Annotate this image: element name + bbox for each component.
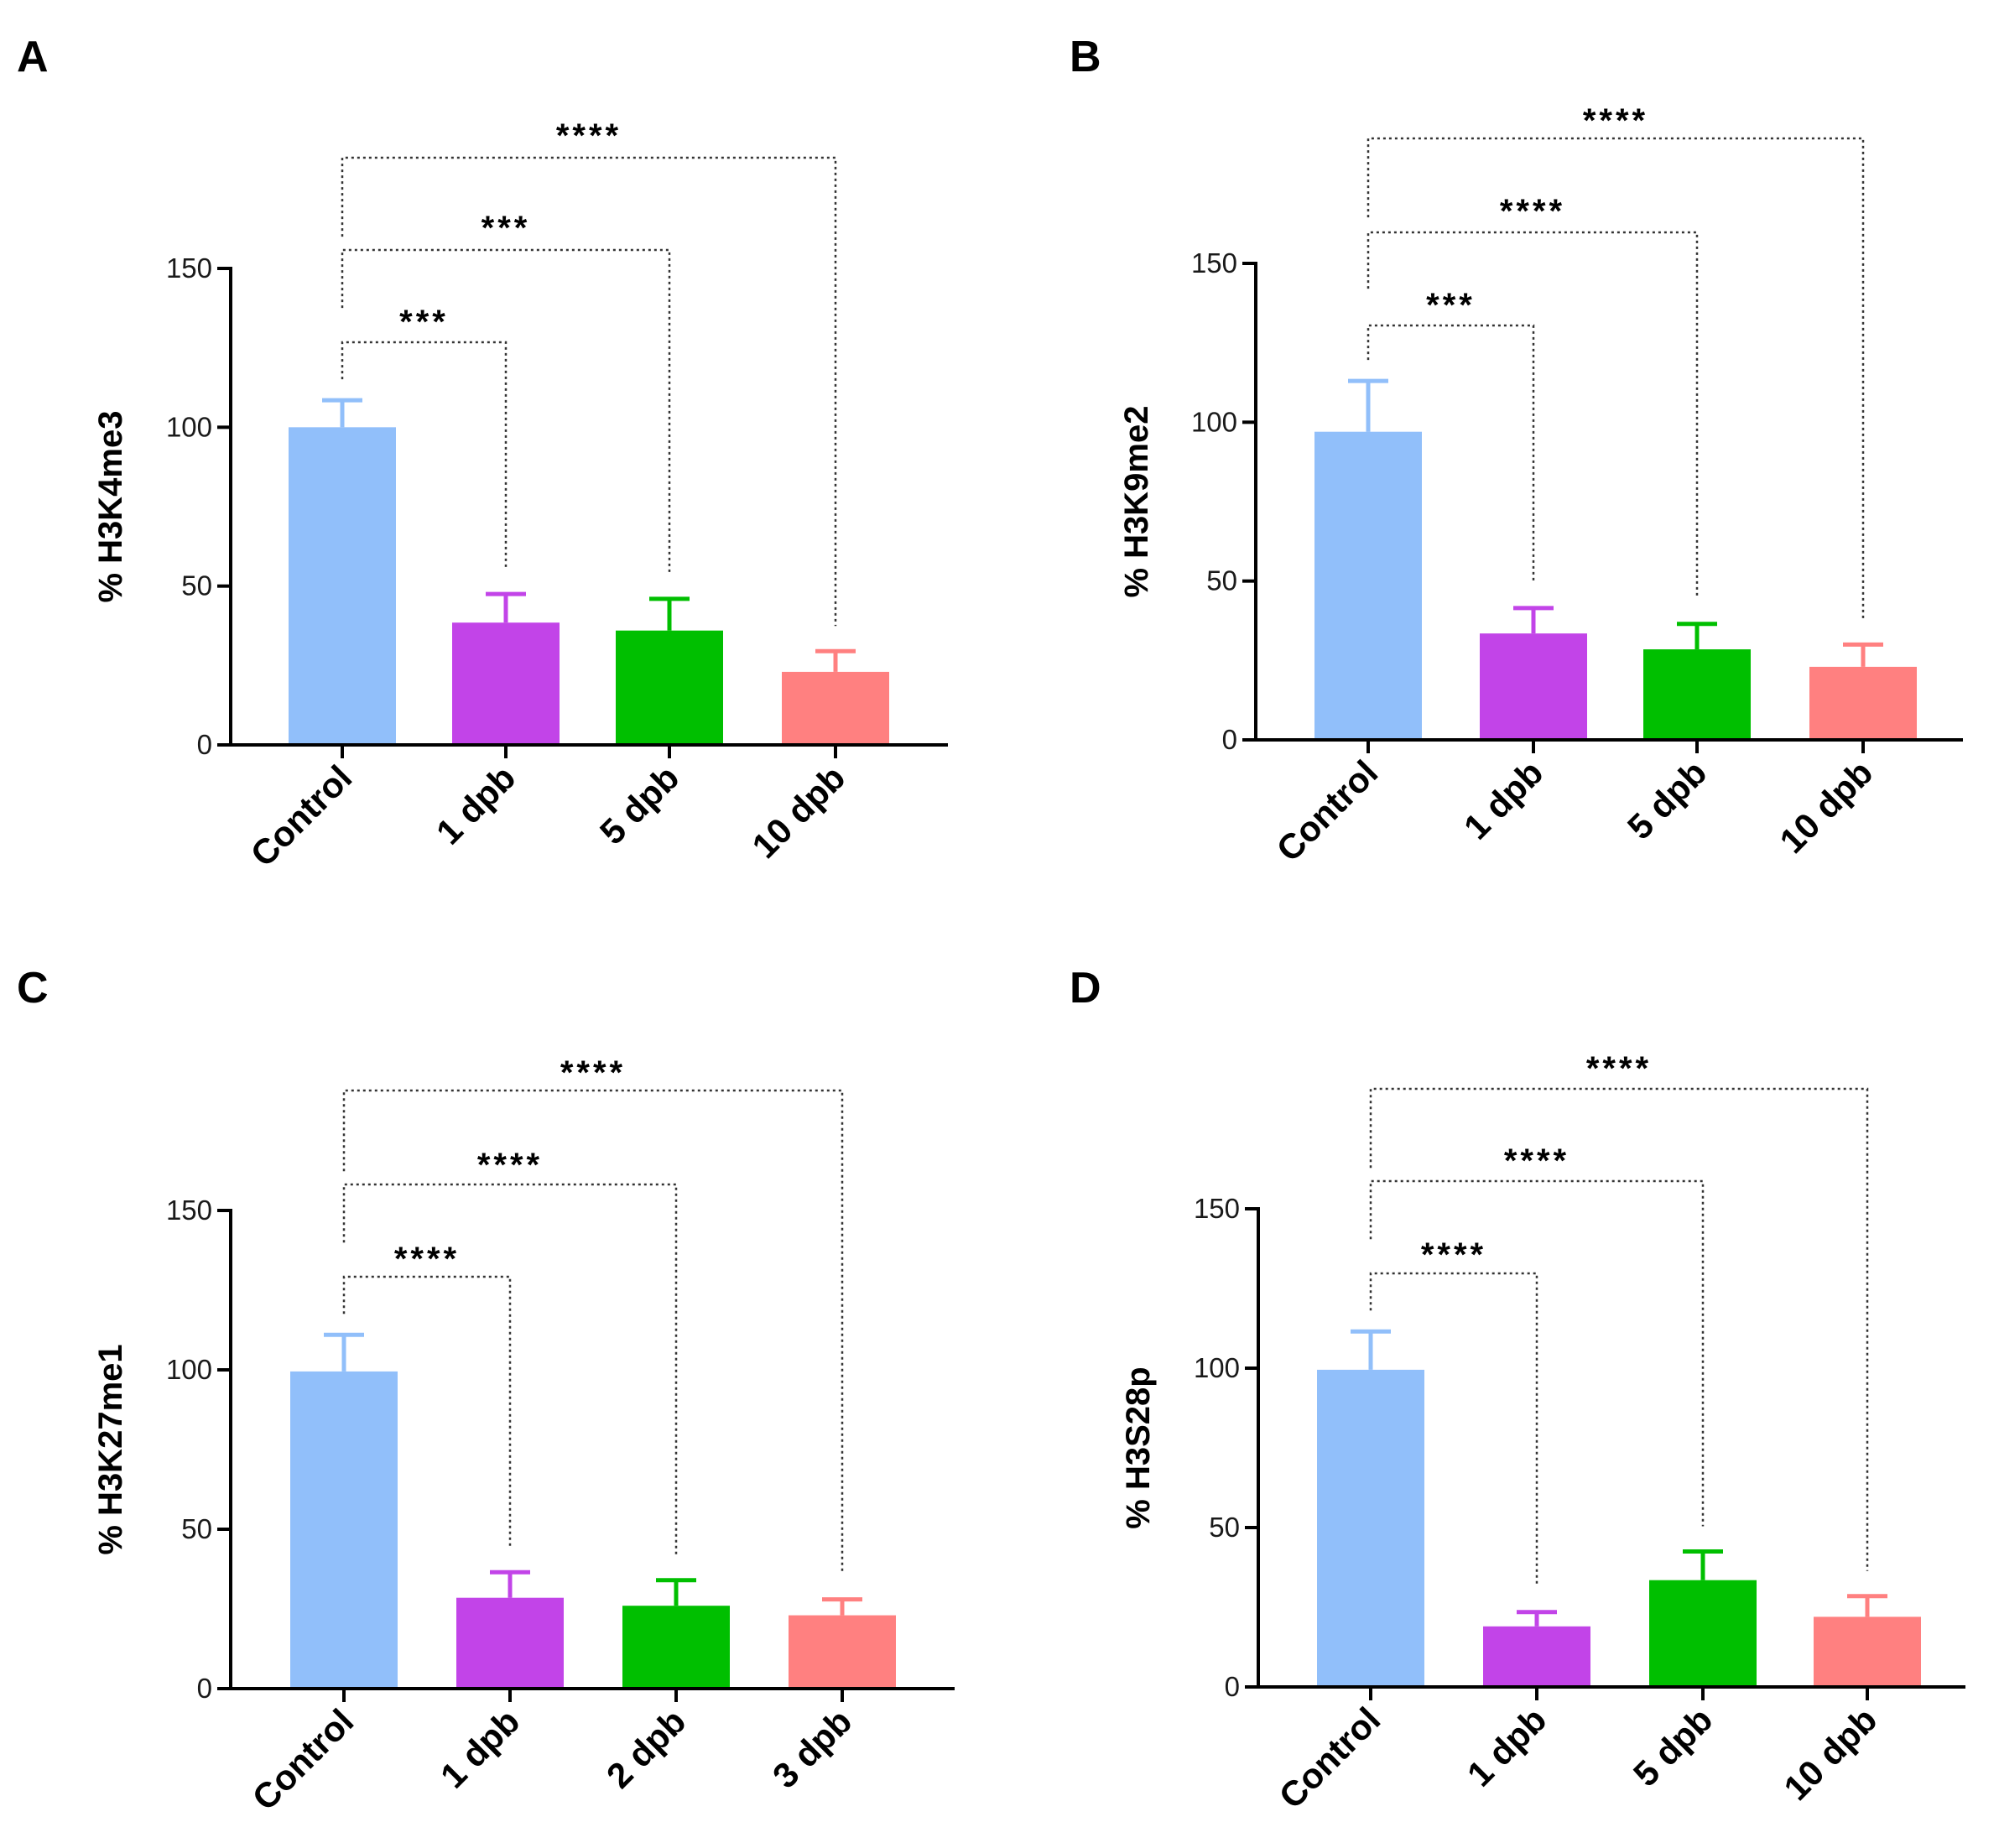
x-tick-label-10-dpb: 10 dpb — [1772, 752, 1880, 861]
x-tick-label-control: Control — [245, 1701, 362, 1818]
x-tick-label-5-dpb: 5 dpb — [592, 757, 686, 851]
significance-label: **** — [556, 117, 622, 154]
y-tick-label: 100 — [1194, 1352, 1240, 1383]
bar-1-dpb — [456, 1597, 564, 1689]
significance-bracket — [1367, 137, 1865, 620]
significance-label: **** — [1421, 1236, 1486, 1273]
y-tick-label: 50 — [181, 1513, 212, 1544]
y-axis-label: % H3K9me2 — [1118, 405, 1155, 597]
bar-control — [1317, 1369, 1424, 1687]
x-tick-label-1-dpb: 1 dpb — [1460, 1700, 1554, 1793]
y-tick-label: 50 — [181, 570, 212, 601]
y-tick-label: 0 — [1222, 724, 1237, 755]
panel-b: B 0 50 100 150 Control 1 dpb 5 dpb 10 dpb % H3K9m… — [1070, 33, 1963, 869]
bar-10-dpb — [1809, 666, 1917, 740]
bar-3-dpb — [789, 1615, 896, 1689]
x-tick-label-control: Control — [1272, 1700, 1388, 1816]
significance-bracket — [342, 1183, 678, 1555]
bar-5-dpb — [1643, 649, 1751, 740]
y-tick-label: 150 — [166, 1195, 212, 1226]
y-tick-label: 0 — [197, 729, 212, 760]
significance-bracket — [341, 248, 671, 574]
y-tick-label: 100 — [1191, 406, 1237, 437]
x-tick-label-3-dpb: 3 dpb — [765, 1701, 859, 1795]
y-tick-label: 0 — [1225, 1671, 1240, 1702]
bar-control — [290, 1371, 398, 1689]
x-tick-label-5-dpb: 5 dpb — [1626, 1700, 1720, 1793]
x-tick-label-2-dpb: 2 dpb — [599, 1701, 693, 1795]
y-tick-label: 50 — [1206, 565, 1237, 596]
y-tick-label: 150 — [1191, 247, 1237, 279]
panel-c: C 0 50 100 150 Control 1 dpb 2 dpb 3 dpb % H3K27m… — [17, 964, 955, 1818]
significance-bracket — [342, 1089, 844, 1575]
significance-label: *** — [482, 210, 531, 247]
panel-letter: C — [17, 964, 49, 1012]
bar-5-dpb — [1649, 1580, 1757, 1687]
bar-1-dpb — [1480, 633, 1587, 740]
bar-control — [289, 427, 396, 745]
x-tick-label-control: Control — [1269, 752, 1386, 869]
x-tick-label-10-dpb: 10 dpb — [1776, 1700, 1884, 1808]
significance-label: **** — [394, 1241, 460, 1278]
y-axis-label: % H3K27me1 — [92, 1344, 129, 1554]
y-tick-label: 0 — [197, 1673, 212, 1704]
x-tick-label-1-dpb: 1 dpb — [429, 757, 523, 851]
significance-bracket — [341, 156, 837, 627]
y-tick-label: 150 — [166, 252, 212, 284]
x-tick-label-5-dpb: 5 dpb — [1620, 752, 1714, 846]
significance-label: **** — [1500, 193, 1565, 230]
panel-letter: D — [1070, 964, 1101, 1012]
panel-d: D 0 50 100 150 Control 1 dpb 5 dpb 10 dpb % H3S28… — [1070, 964, 1965, 1816]
panel-a: A 0 50 100 150 Control 1 dpb 5 dpb 10 dpb % H3K4m… — [17, 33, 948, 874]
significance-label: **** — [1586, 1050, 1652, 1087]
x-tick-label-1-dpb: 1 dpb — [433, 1701, 527, 1795]
significance-bracket — [1369, 1087, 1869, 1571]
panel-letter: A — [17, 33, 49, 81]
y-tick-label: 100 — [166, 411, 212, 442]
bar-2-dpb — [622, 1606, 730, 1689]
y-tick-label: 100 — [166, 1354, 212, 1385]
significance-label: *** — [399, 304, 449, 341]
y-axis-label: % H3K4me3 — [92, 410, 129, 602]
bar-5-dpb — [616, 630, 723, 745]
significance-label: **** — [1583, 102, 1648, 139]
significance-label: **** — [560, 1054, 626, 1091]
bar-1-dpb — [1483, 1626, 1590, 1687]
x-tick-label-10-dpb: 10 dpb — [744, 757, 852, 866]
significance-bracket — [1369, 1179, 1705, 1527]
bar-control — [1314, 431, 1422, 740]
y-axis-label: % H3S28p — [1120, 1366, 1157, 1528]
significance-bracket — [1369, 1272, 1538, 1587]
significance-bracket — [342, 1275, 512, 1548]
y-tick-label: 50 — [1209, 1512, 1240, 1543]
significance-label: *** — [1426, 287, 1476, 324]
bar-1-dpb — [452, 622, 560, 745]
significance-label: **** — [1504, 1143, 1570, 1179]
significance-bracket — [341, 341, 508, 570]
bar-10-dpb — [782, 671, 889, 745]
panel-letter: B — [1070, 33, 1101, 81]
y-tick-label: 150 — [1194, 1193, 1240, 1224]
x-tick-label-control: Control — [243, 757, 360, 874]
bar-10-dpb — [1814, 1616, 1921, 1687]
x-tick-label-1-dpb: 1 dpb — [1456, 752, 1550, 846]
significance-label: **** — [477, 1147, 543, 1184]
